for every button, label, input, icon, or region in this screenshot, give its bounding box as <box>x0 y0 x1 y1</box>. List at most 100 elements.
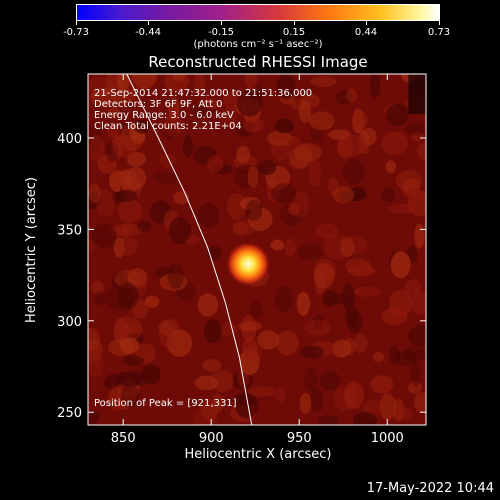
heatmap-blotch <box>219 322 238 337</box>
heatmap-blotch <box>159 320 175 347</box>
heatmap-blotch <box>274 286 293 313</box>
heatmap-blotch <box>381 187 396 203</box>
heatmap-blotch <box>245 199 263 221</box>
heatmap-blotch <box>158 319 180 337</box>
heatmap-blotch <box>231 371 253 390</box>
colorbar-tick-label: 0.73 <box>427 27 451 38</box>
heatmap-blotch <box>88 183 101 203</box>
heatmap-blotch <box>107 107 121 118</box>
heatmap-blotch <box>114 270 142 289</box>
heatmap-blotch <box>266 130 293 146</box>
heatmap-blotch <box>141 364 161 384</box>
heatmap-blotch <box>416 142 426 161</box>
heatmap-blotch <box>117 371 143 387</box>
heatmap-blotch <box>134 119 150 134</box>
heatmap-blotch <box>288 202 301 216</box>
heatmap-blotch <box>344 384 357 409</box>
heatmap-blotch <box>127 268 148 288</box>
heatmap-blotch <box>116 236 138 256</box>
heatmap-blotch <box>390 251 411 279</box>
heatmap-blotch <box>197 202 220 229</box>
heatmap-texture <box>88 74 426 425</box>
heatmap-blotch <box>116 74 130 92</box>
heatmap-blotch <box>119 337 140 354</box>
heatmap-blotch <box>204 319 222 344</box>
heatmap-blotch <box>197 293 219 317</box>
heatmap-blotch <box>153 171 178 185</box>
heatmap-blotch <box>194 74 206 96</box>
heatmap-blotch <box>144 295 160 308</box>
colorbar-tick <box>439 21 440 25</box>
heatmap-blotch <box>322 290 338 307</box>
heatmap-blotch <box>236 145 251 164</box>
heatmap-blotch <box>369 74 381 99</box>
colorbar-tick-label: -0.44 <box>135 27 161 38</box>
x-axis-label: Heliocentric X (arcsec) <box>185 447 332 462</box>
heatmap-blotch <box>413 392 426 413</box>
heatmap-blotch <box>274 118 294 134</box>
heatmap-blotch <box>201 398 218 422</box>
heatmap-blotch <box>318 415 339 425</box>
heatmap-blotch <box>182 135 193 158</box>
heatmap-blotch <box>410 361 421 387</box>
annotation-time-range: 21-Sep-2014 21:47:32.000 to 21:51:36.000 <box>94 88 313 99</box>
heatmap-blotch <box>315 223 339 239</box>
heatmap-blotch <box>276 330 299 356</box>
heatmap-blotch <box>270 239 284 251</box>
heatmap-blotch <box>257 160 277 175</box>
heatmap-blotch <box>299 392 312 415</box>
heatmap-blotch <box>239 196 261 211</box>
heatmap-blotch <box>94 291 107 306</box>
heatmap-blotch <box>284 238 297 257</box>
heatmap-blotch <box>107 124 127 139</box>
heatmap-blotch <box>342 158 365 186</box>
x-tick-label: 1000 <box>371 431 404 446</box>
colorbar-tick <box>221 21 222 25</box>
heatmap-blotch <box>393 398 405 422</box>
heatmap-blotch <box>304 319 331 336</box>
colorbar-unit-label: (photons cm⁻² s⁻¹ asec⁻²) <box>193 39 323 50</box>
solar-limb-line <box>126 74 253 425</box>
heatmap-blotch <box>389 289 413 318</box>
heatmap-blotch <box>88 124 102 153</box>
heatmap-blotch <box>238 321 263 332</box>
heatmap-blotch <box>340 189 368 201</box>
heatmap-blotch <box>88 191 101 210</box>
chart-title: Reconstructed RHESSI Image <box>148 53 368 71</box>
heatmap-blotch <box>232 221 248 236</box>
y-axis: 250 300 350 400 <box>57 132 426 421</box>
heatmap-blotch <box>97 154 117 174</box>
colorbar-tick <box>294 21 295 25</box>
colorbar <box>76 4 440 21</box>
heatmap-blotch <box>293 190 309 218</box>
heatmap-blotch <box>293 143 322 162</box>
heatmap-blotch <box>131 74 158 89</box>
heatmap-blotch <box>114 237 125 258</box>
heatmap-blotch <box>313 315 324 330</box>
heatmap-blotch <box>410 291 426 315</box>
heatmap-blotch <box>159 273 188 291</box>
annotation-detectors: Detectors: 3F 6F 9F, Att 0 <box>94 99 223 110</box>
heatmap-blotch <box>117 282 139 310</box>
heatmap-blotch <box>332 186 355 204</box>
colorbar-tick <box>76 21 77 25</box>
heatmap-blotch <box>341 283 355 311</box>
y-tick-label: 350 <box>57 223 82 238</box>
heatmap-blotch <box>88 353 104 378</box>
x-axis: 850 900 950 1000 <box>111 74 404 446</box>
plot-frame <box>87 73 427 426</box>
heatmap-blotch <box>247 386 276 397</box>
heatmap-blotch <box>414 223 425 249</box>
heatmap-blotch <box>381 131 409 156</box>
x-tick-label: 900 <box>199 431 224 446</box>
heatmap-blotch <box>120 383 140 408</box>
heatmap-blotch <box>309 111 335 131</box>
heatmap-blotch <box>411 131 424 142</box>
heatmap-blotch <box>232 394 255 406</box>
heatmap-blotch <box>275 386 286 403</box>
heatmap-blotch <box>114 190 138 202</box>
heatmap-blotch <box>91 224 117 249</box>
heatmap-blotch <box>338 134 367 157</box>
heatmap-blotch <box>372 351 385 363</box>
